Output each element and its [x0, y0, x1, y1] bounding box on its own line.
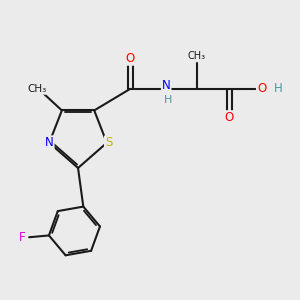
- Text: O: O: [126, 52, 135, 65]
- Text: S: S: [105, 136, 112, 149]
- Text: O: O: [224, 111, 234, 124]
- Text: O: O: [257, 82, 266, 95]
- Text: CH₃: CH₃: [27, 84, 46, 94]
- Text: N: N: [45, 136, 54, 149]
- Text: N: N: [162, 80, 171, 92]
- Text: CH₃: CH₃: [188, 52, 206, 61]
- Text: H: H: [164, 94, 172, 105]
- Text: H: H: [274, 82, 283, 95]
- Text: F: F: [20, 231, 26, 244]
